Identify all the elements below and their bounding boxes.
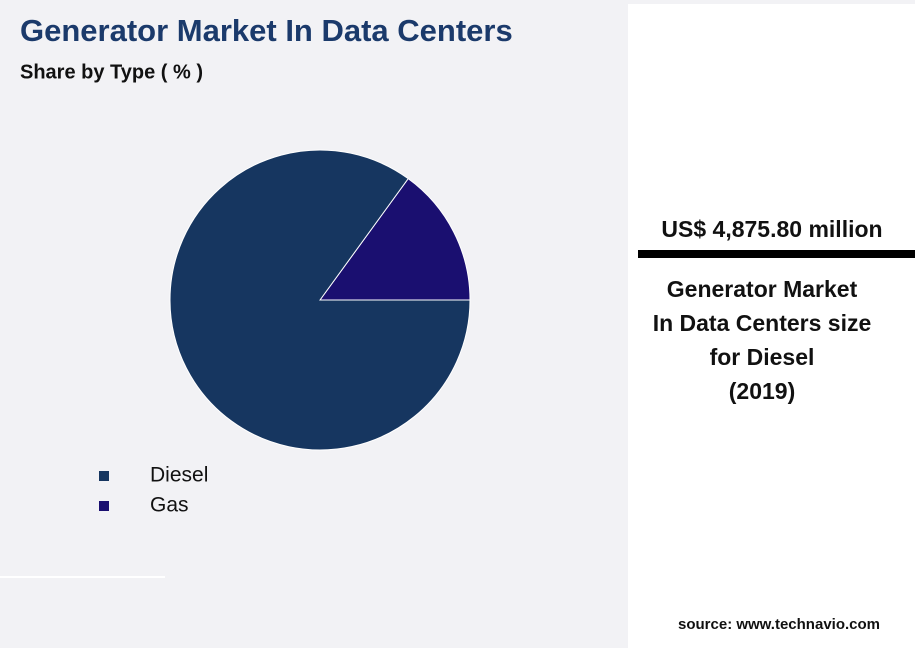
- pie-slice: [169, 149, 471, 451]
- legend-label: Diesel: [150, 464, 208, 487]
- highlight-description: Generator Market: [667, 276, 858, 302]
- highlight-description: for Diesel: [710, 344, 815, 370]
- chart-title: Generator Market In Data Centers: [20, 13, 513, 48]
- legend-marker: [99, 471, 109, 481]
- legend-label: Gas: [150, 494, 189, 517]
- highlight-description: (2019): [729, 378, 795, 404]
- source: source: www.technavio.com: [678, 616, 880, 633]
- highlight-value: US$ 4,875.80 million: [661, 216, 882, 242]
- highlight-description: In Data Centers size: [653, 310, 872, 336]
- side-panel: [628, 4, 915, 648]
- divider: [0, 576, 165, 578]
- highlight-bar: [638, 250, 915, 258]
- pie-slice: [319, 177, 471, 301]
- legend-marker: [99, 501, 109, 511]
- chart-subtitle: Share by Type ( % ): [20, 61, 203, 83]
